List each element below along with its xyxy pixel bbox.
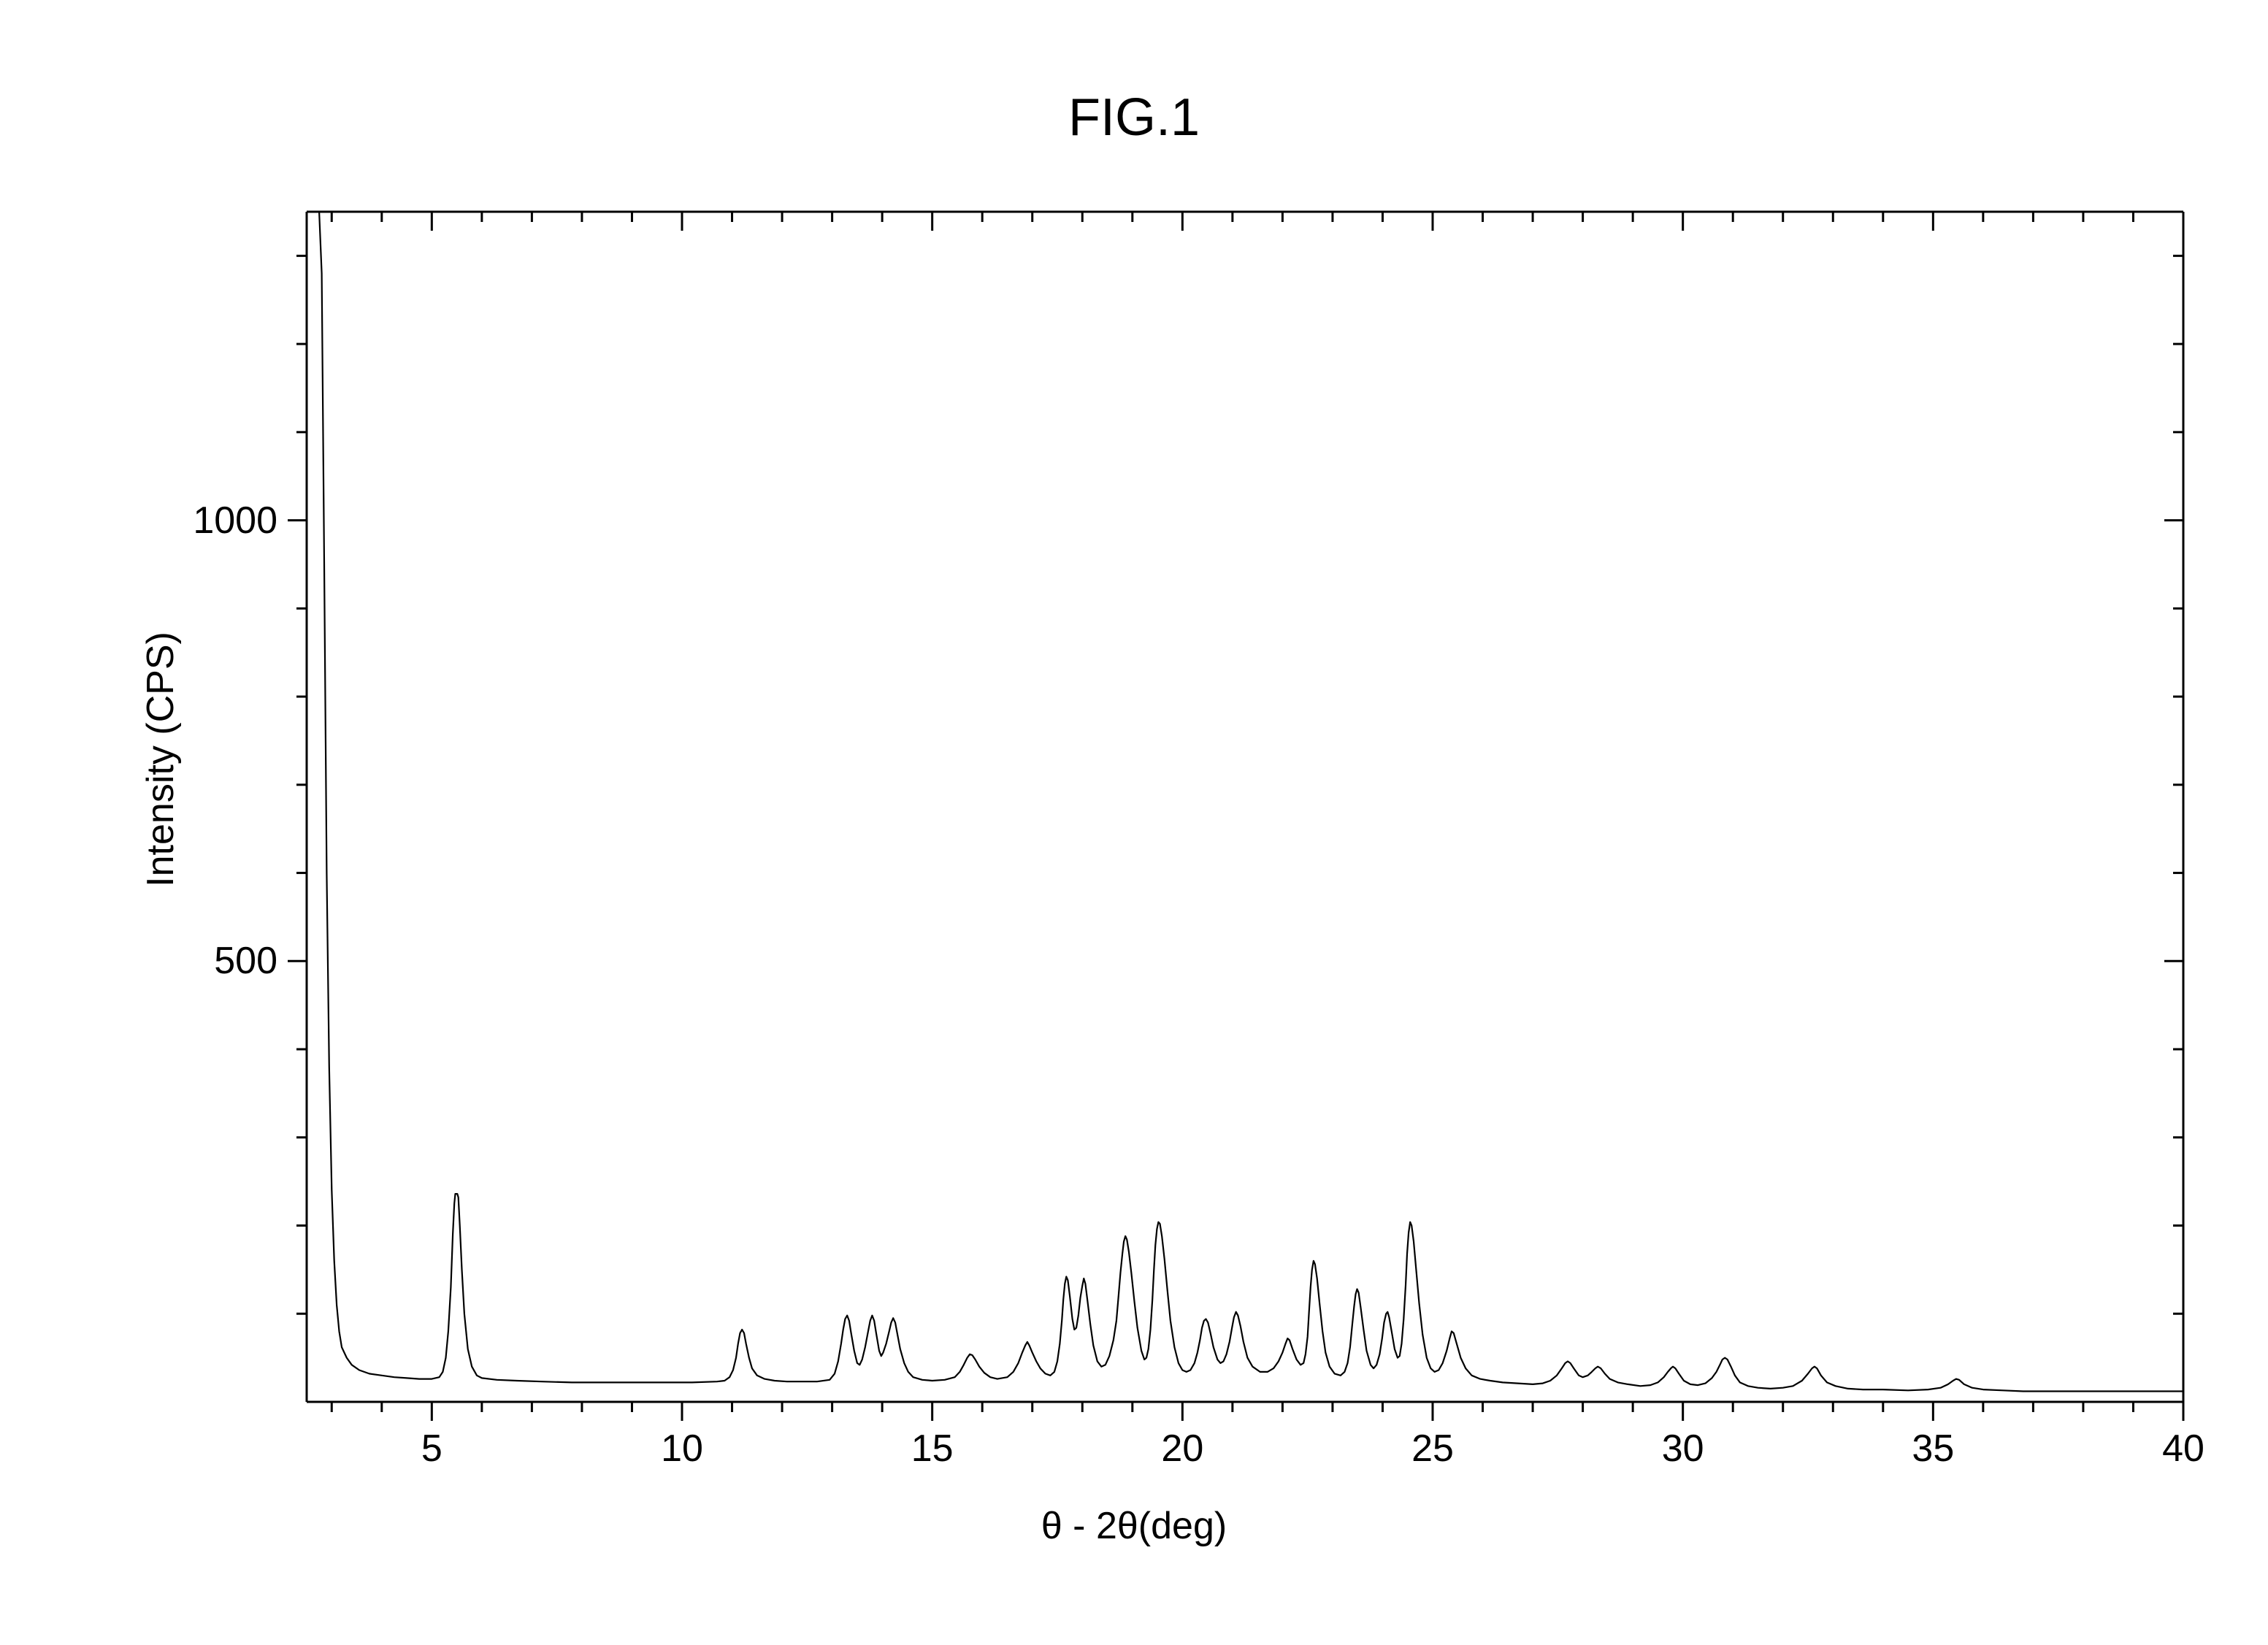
y-axis-label: Intensity (CPS) xyxy=(139,570,183,949)
x-tick-label: 40 xyxy=(2139,1427,2227,1470)
x-tick-label: 15 xyxy=(889,1427,976,1470)
x-tick-label: 25 xyxy=(1389,1427,1476,1470)
xrd-trace xyxy=(307,212,2183,1392)
x-tick-label: 10 xyxy=(638,1427,726,1470)
x-tick-label: 35 xyxy=(1889,1427,1977,1470)
x-axis-label: θ - 2θ(deg) xyxy=(0,1504,2268,1548)
x-tick-label: 5 xyxy=(388,1427,475,1470)
y-tick-label: 1000 xyxy=(161,499,277,542)
x-tick-label: 30 xyxy=(1639,1427,1727,1470)
x-tick-label: 20 xyxy=(1138,1427,1226,1470)
y-tick-label: 500 xyxy=(161,939,277,983)
